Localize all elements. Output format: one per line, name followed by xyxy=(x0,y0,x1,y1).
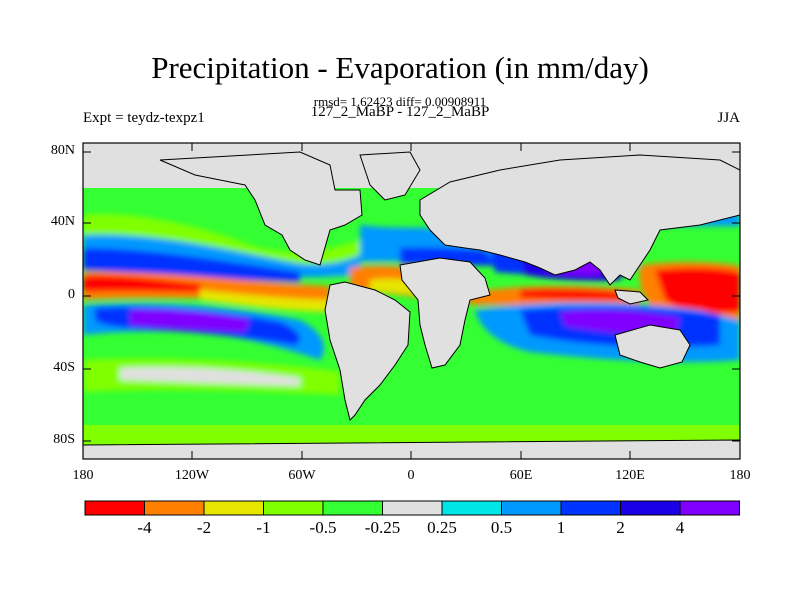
np-darkblue xyxy=(83,248,300,282)
colorbar xyxy=(84,500,740,516)
x-tick-label: 120W xyxy=(174,468,210,483)
x-tick-label: 180 xyxy=(729,468,751,483)
colorbar-swatch xyxy=(560,500,621,516)
continents xyxy=(83,151,740,459)
colorbar-label: -4 xyxy=(137,518,152,537)
ep-yellow xyxy=(200,290,340,312)
x-tick-marks xyxy=(82,143,741,459)
australia xyxy=(614,324,691,369)
colorbar-label: 4 xyxy=(675,518,685,537)
colorbar-swatch xyxy=(382,500,443,516)
africa xyxy=(399,257,491,369)
indonesia xyxy=(614,289,649,305)
south-america xyxy=(324,281,411,421)
colorbar-swatch xyxy=(679,500,740,516)
colorbar-label: 1 xyxy=(556,518,566,537)
colorbar-label: 2 xyxy=(616,518,625,537)
plot-title: Precipitation - Evaporation (in mm/day) xyxy=(151,50,649,85)
greenland xyxy=(359,151,421,201)
x-tick-label: 120E xyxy=(615,468,645,483)
y-tick-marks xyxy=(83,151,740,442)
colorbar-swatch xyxy=(263,500,324,516)
colorbar-label: 0.5 xyxy=(490,518,513,537)
x-tick-label: 0 xyxy=(407,468,415,483)
np-light xyxy=(83,214,360,278)
y-tick-label: 0 xyxy=(68,287,75,302)
colorbar-label: -0.25 xyxy=(364,518,401,537)
io-red xyxy=(520,289,630,300)
colorbar-label: -0.5 xyxy=(309,518,337,537)
so-neutral xyxy=(120,367,300,386)
x-tick-label: 60W xyxy=(288,468,316,483)
y-tick-label: 40N xyxy=(50,214,75,229)
colorbar-swatch xyxy=(322,500,383,516)
experiment-label: Expt = teydz-texpz1 xyxy=(83,110,205,126)
colorbar-label: -1 xyxy=(256,518,271,537)
colorbar-swatch xyxy=(203,500,264,516)
wp-red xyxy=(655,267,740,314)
precip-field xyxy=(83,143,740,459)
period-label: 127_2_MaBP - 127_2_MaBP xyxy=(310,104,490,120)
sp-purple xyxy=(130,309,250,332)
x-tick-label: 180 xyxy=(72,468,94,483)
colorbar-swatch xyxy=(144,500,205,516)
y-tick-label: 40S xyxy=(53,360,75,375)
antarctica xyxy=(83,439,740,459)
itcz-red xyxy=(83,275,200,292)
stats-label: rmsd= 1.62423 diff= 0.00908911 xyxy=(313,94,487,109)
colorbar-label: -2 xyxy=(196,518,212,537)
x-tick-label: 60E xyxy=(509,468,533,483)
colorbar-swatch xyxy=(501,500,562,516)
season-label: JJA xyxy=(717,110,740,126)
colorbar-swatch xyxy=(620,500,681,516)
y-tick-label: 80N xyxy=(50,143,75,158)
north-america xyxy=(159,151,363,266)
colorbar-swatch xyxy=(441,500,502,516)
eurasia xyxy=(419,154,740,286)
colorbar-label: 0.25 xyxy=(427,518,457,537)
colorbar-swatch xyxy=(84,500,145,516)
y-tick-label: 80S xyxy=(53,432,75,447)
